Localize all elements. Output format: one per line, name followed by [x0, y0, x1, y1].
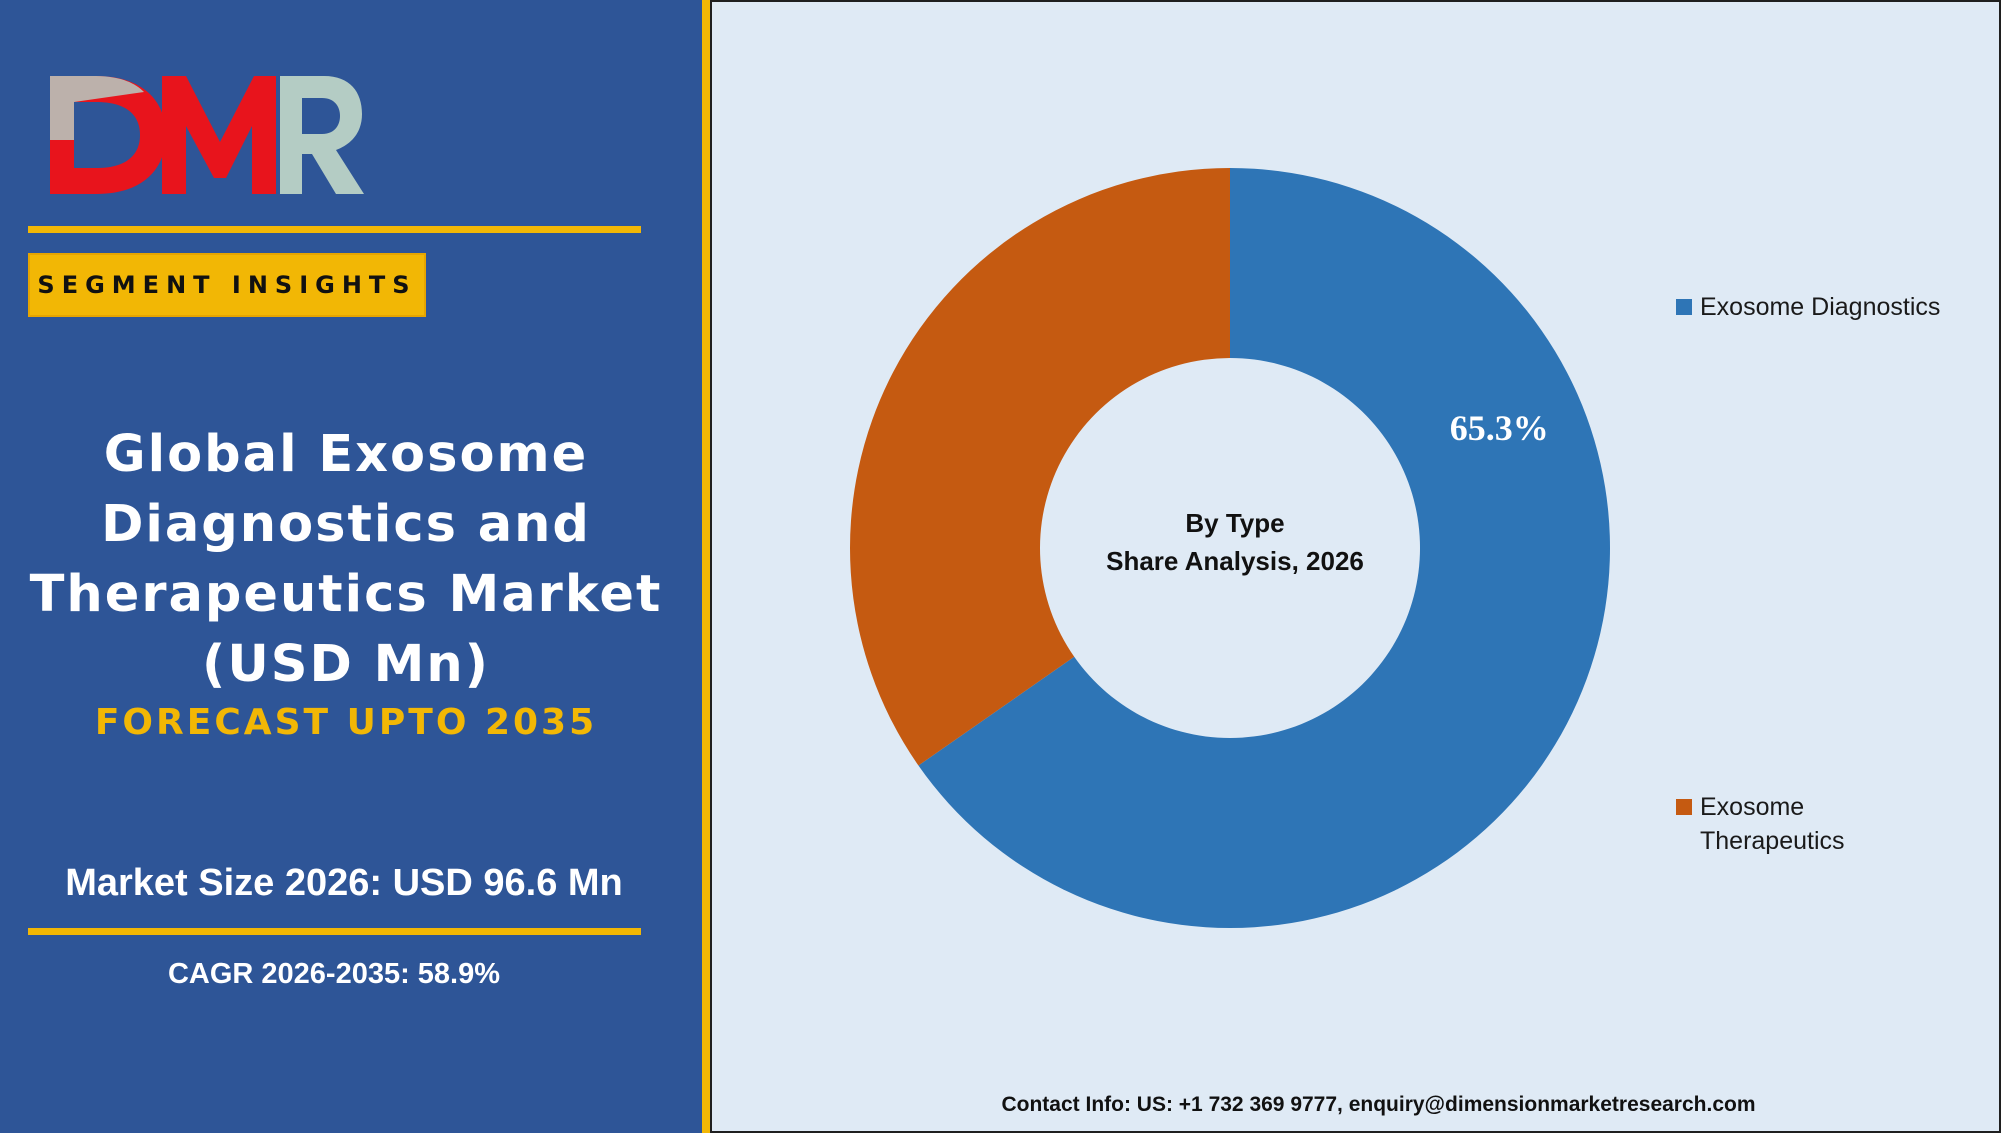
- panel-divider: [702, 0, 710, 1133]
- left-panel: SEGMENT INSIGHTS Global Exosome Diagnost…: [0, 0, 702, 1133]
- legend-label-block: Exosome Therapeutics: [1700, 790, 1845, 858]
- legend-item-exosome-therapeutics: Exosome Therapeutics: [1676, 790, 1876, 858]
- logo-letter-m: [162, 76, 276, 194]
- top-divider-line: [28, 226, 641, 233]
- donut-slices: [850, 168, 1610, 928]
- donut-chart: By Type Share Analysis, 2026 65.3%: [850, 168, 1610, 928]
- contact-info: Contact Info: US: +1 732 369 9777, enqui…: [1001, 1093, 1756, 1116]
- data-label: 65.3%: [1450, 408, 1549, 448]
- dmr-logo: [44, 70, 364, 200]
- data-labels: 65.3%: [1450, 408, 1549, 448]
- title-line: Therapeutics Market: [29, 565, 663, 624]
- center-title-line: By Type: [1185, 508, 1284, 538]
- market-size-text: Market Size 2026: USD 96.6 Mn: [65, 862, 623, 904]
- title-line: Global Exosome: [103, 425, 589, 484]
- legend-label: Therapeutics: [1700, 827, 1845, 855]
- logo-letter-r: [280, 76, 364, 194]
- legend-item-exosome-diagnostics: Exosome Diagnostics: [1676, 290, 1940, 324]
- title-line: (USD Mn): [202, 635, 490, 694]
- center-title-line: Share Analysis, 2026: [1106, 546, 1364, 576]
- title-line: Diagnostics and: [101, 495, 591, 554]
- bottom-divider-line: [28, 928, 641, 935]
- dmr-logo-mark: [50, 76, 364, 194]
- logo-accent: [50, 76, 144, 140]
- legend-label: Exosome Diagnostics: [1700, 293, 1941, 321]
- donut-slice-exosome-therapeutics: [850, 168, 1230, 766]
- cagr-text: CAGR 2026-2035: 58.9%: [167, 958, 501, 990]
- legend-swatch: [1676, 299, 1692, 315]
- logo-letter-d: [50, 76, 166, 194]
- segment-insights-badge: SEGMENT INSIGHTS: [28, 253, 426, 317]
- donut-slice-exosome-diagnostics: [918, 168, 1610, 928]
- legend-swatch: [1676, 799, 1692, 815]
- legend-label: Exosome: [1700, 793, 1805, 821]
- forecast-text: FORECAST UPTO 2035: [94, 702, 598, 743]
- report-title: Global Exosome Diagnostics and Therapeut…: [28, 420, 664, 700]
